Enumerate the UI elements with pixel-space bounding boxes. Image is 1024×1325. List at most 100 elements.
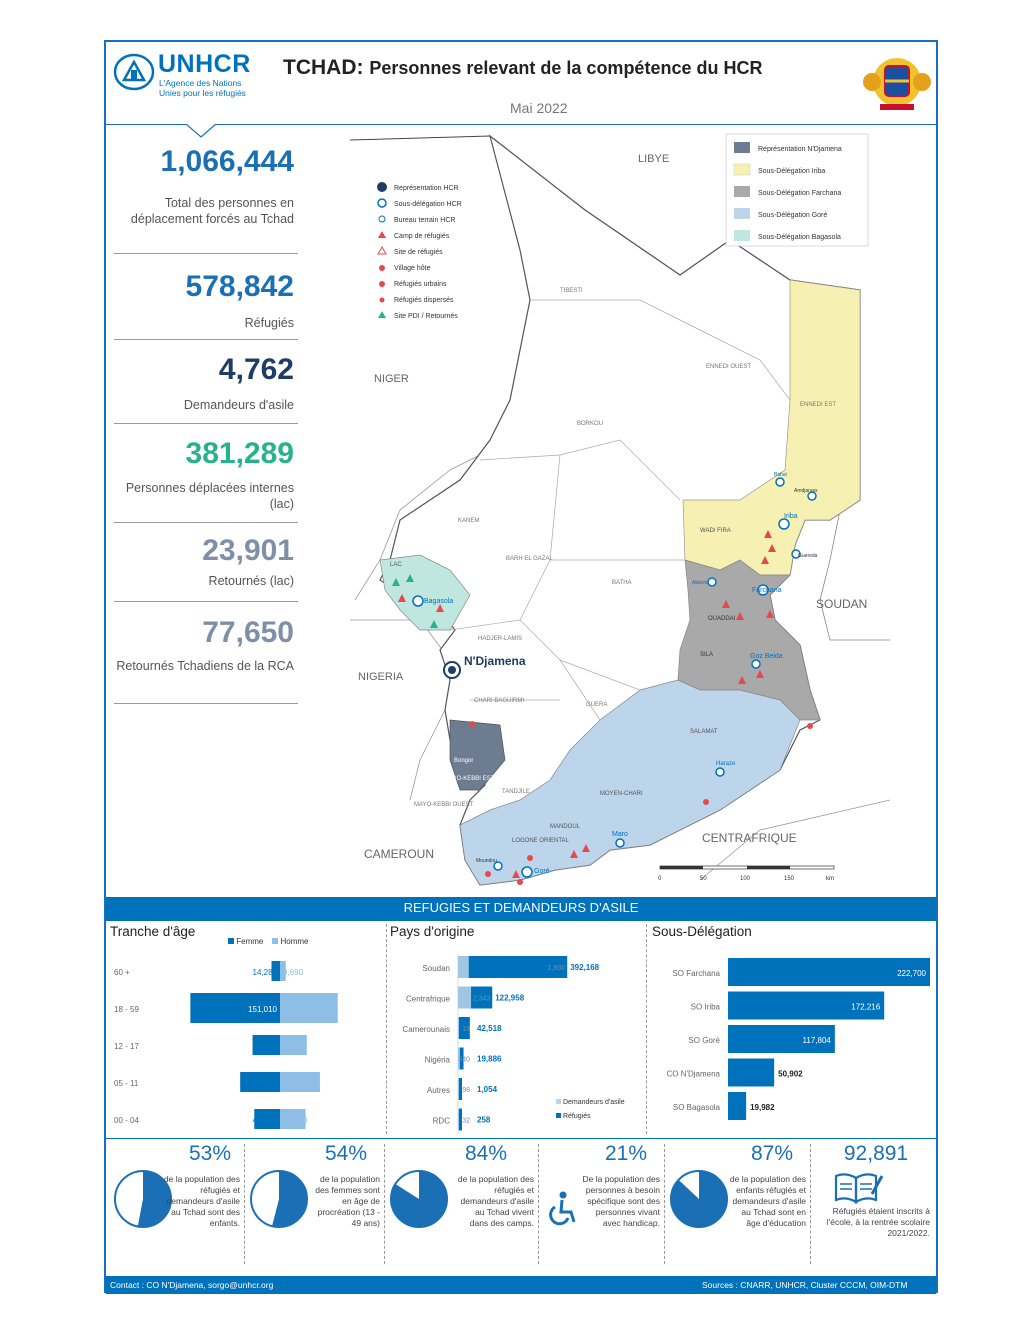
fact-education-label: de la population des enfants réfugiés et… — [729, 1174, 806, 1228]
city-label-maro: Maro — [612, 831, 628, 838]
fact-school-label: Réfugiés étaient inscrits à l'école, à l… — [826, 1206, 930, 1238]
legend-area-label: Sous-Délégation Goré — [758, 212, 827, 219]
area-ndjamena — [449, 719, 506, 791]
scale-label: 50 — [700, 876, 707, 882]
fact-disability-label: De la population des personnes à besoin … — [582, 1174, 660, 1228]
origin-chart-title: Pays d'origine — [390, 924, 475, 939]
legend-symbol-label: Réfugiés urbains — [394, 281, 447, 288]
hcr-rep-icon — [377, 182, 387, 192]
bar-subdel — [728, 1092, 747, 1120]
city-label-farchana: Farchana — [752, 587, 782, 594]
hcr-subdel-icon — [377, 198, 387, 208]
bar-refugees-label: 258 — [477, 1116, 491, 1125]
country-label-sudan: SOUDAN — [816, 597, 867, 611]
bar-male-label: 45,107 — [283, 1042, 308, 1051]
bar-refugees-label: 19,886 — [477, 1055, 502, 1064]
map-symbol-legend: Représentation HCR Sous-délégation HCR B… — [377, 182, 462, 320]
fact-education-pie — [670, 1170, 728, 1228]
city-label-bahai: Bahai — [774, 472, 787, 478]
region-label-sila: SILA — [700, 652, 713, 658]
country-label-libya: LIBYE — [638, 153, 669, 165]
origin-category-label: Autres — [427, 1086, 450, 1095]
stat-returnees-rca-value: 77,650 — [202, 616, 294, 649]
idp-site-icon — [378, 311, 386, 318]
fact-camps-label: de la population des réfugiés et demande… — [457, 1174, 534, 1228]
age-category-label: 60 + — [114, 968, 130, 977]
age-chart-title: Tranche d'âge — [110, 924, 196, 939]
subdel-chart-title: Sous-Délégation — [652, 924, 752, 939]
fact-divider — [384, 1144, 385, 1264]
fact-camps-pie — [390, 1170, 448, 1228]
facts-row: 53% de la population des réfugiés et dem… — [106, 1140, 936, 1270]
fact-divider — [664, 1144, 665, 1264]
fact-women-pct: 54% — [324, 1142, 368, 1165]
facts-divider — [106, 1138, 936, 1139]
bar-female — [254, 1109, 280, 1129]
region-label-barh-el-gazal: BARH EL GAZAL — [506, 556, 553, 562]
stat-returnees-lac-value: 23,901 — [202, 534, 294, 567]
bar-subdel — [728, 1058, 775, 1087]
region-label-guera: GUERA — [586, 702, 607, 708]
city-label-abeche: Abéché — [692, 580, 709, 586]
bar-female-label: 43,322 — [253, 1116, 278, 1125]
city-label-bongor: Bongor — [454, 758, 473, 764]
subdel-category-label: SO Bagasola — [673, 1103, 721, 1112]
bar-asylum-label: 98 — [462, 1087, 470, 1094]
village-icon — [379, 265, 385, 271]
city-label-amdjarass: Amdjarass — [794, 488, 818, 494]
bar-refugees-label: 392,168 — [570, 963, 599, 972]
scale-label: 150 — [784, 876, 795, 882]
bar-asylum — [458, 986, 472, 1009]
stat-asylum-label: Demandeurs d'asile — [183, 398, 294, 412]
bar-asylum-label: 32 — [462, 1118, 470, 1125]
bar-refugees — [458, 1078, 462, 1100]
legend-swatch-gore — [734, 208, 750, 219]
bar-female-label: 46,234 — [253, 1042, 278, 1051]
fact-women-label: de la population des femmes sont en âge … — [315, 1174, 380, 1228]
age-category-label: 12 - 17 — [114, 1042, 139, 1051]
origin-chart: Soudan 1,930 392,168 Centrafrique 2,343 122,9… — [402, 954, 600, 1134]
region-label-hadjer-lamis: HADJER-LAMIS — [478, 636, 522, 642]
header-divider — [106, 124, 936, 125]
city-label-haraze: Haraze — [716, 761, 736, 767]
region-label-borkou: BORKOU — [577, 421, 603, 427]
legend-swatch-male — [272, 938, 279, 944]
subdel-category-label: SO Goré — [688, 1036, 720, 1045]
legend-asylum-label: Demandeurs d'asile — [562, 1099, 625, 1106]
region-label-ouaddai: OUADDAI — [708, 616, 736, 622]
bar-asylum-label: 19 — [462, 1026, 470, 1033]
office-marker-gore — [521, 866, 533, 878]
bar-subdel-label: 222,700 — [897, 969, 926, 978]
bar-female-label: 14,288 — [253, 968, 278, 977]
city-label-moundou: Moundou — [476, 858, 497, 864]
bar-subdel-label: 19,982 — [750, 1103, 775, 1112]
age-category-label: 05 - 11 — [114, 1079, 139, 1088]
bar-female — [271, 961, 280, 981]
bar-male — [280, 1072, 320, 1092]
stat-refugees-label: Réfugiés — [244, 316, 294, 330]
subdel-category-label: SO Farchana — [672, 969, 720, 978]
legend-symbol-label: Site de réfugiés — [394, 249, 443, 256]
bar-subdel — [728, 1025, 835, 1053]
stat-returnees-rca-label: Retournés Tchadiens de la RCA — [116, 659, 294, 673]
dispersed-icon — [379, 297, 385, 303]
region-label-logone-oriental: LOGONE ORIENTAL — [512, 838, 570, 844]
legend-area-label: Représentation N'Djamena — [758, 146, 842, 153]
divider — [114, 703, 298, 704]
scale-label: 0 — [658, 876, 662, 882]
city-label-iriba: Iriba — [784, 513, 798, 520]
page-title: TCHAD: Personnes relevant de la compéten… — [283, 56, 762, 80]
fact-disability-pct: 21% — [604, 1142, 648, 1165]
legend-symbol-label: Sous-délégation HCR — [394, 201, 462, 208]
legend-area-label: Sous-Délégation Iriba — [758, 168, 825, 175]
bar-asylum-label: 340 — [458, 1057, 470, 1064]
office-marker-abeche — [707, 577, 717, 587]
origin-category-label: Soudan — [422, 964, 450, 973]
bar-male-label: 67,284 — [283, 1079, 308, 1088]
office-marker-moundou — [493, 861, 503, 871]
map-area-legend: Représentation N'Djamena Sous-Délégation… — [725, 133, 869, 247]
fact-children-pie — [114, 1170, 172, 1228]
bar-male — [280, 1109, 306, 1129]
bar-female-label: 67,090 — [253, 1079, 278, 1088]
logo-subtitle-line2: Unies pour les réfugiés — [159, 88, 246, 98]
